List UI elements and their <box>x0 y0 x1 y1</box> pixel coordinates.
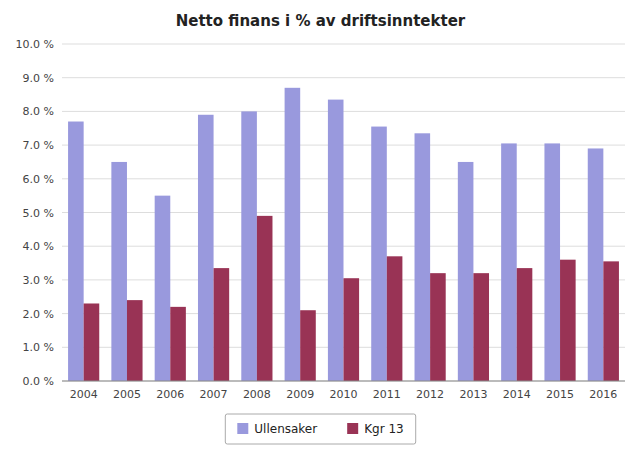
y-tick-label: 9.0 % <box>23 72 54 85</box>
title: Netto finans i % av driftsinntekter <box>176 12 466 30</box>
x-tick-label: 2005 <box>113 388 141 401</box>
bar <box>371 127 387 381</box>
bar <box>517 268 533 381</box>
bar <box>415 133 431 381</box>
x-tick-label: 2006 <box>156 388 184 401</box>
legend-box <box>225 414 415 444</box>
bar <box>458 162 474 381</box>
x-tick-label: 2009 <box>286 388 314 401</box>
x-tick-label: 2010 <box>330 388 358 401</box>
bar <box>328 100 344 381</box>
chart: Netto finans i % av driftsinntekter 0.0 %… <box>0 0 641 465</box>
grid-line <box>62 44 625 45</box>
bar <box>68 122 84 381</box>
bar <box>560 260 576 381</box>
bar <box>473 273 489 381</box>
y-tick-label: 5.0 % <box>23 207 54 220</box>
bars <box>68 88 619 381</box>
bar <box>344 278 360 381</box>
legend-swatch <box>347 423 358 434</box>
grid-line <box>62 381 625 382</box>
bar <box>501 143 517 381</box>
bar <box>241 111 257 381</box>
bar <box>257 216 273 381</box>
y-tick-label: 1.0 % <box>23 341 54 354</box>
x-tick-label: 2004 <box>70 388 98 401</box>
legend-swatch <box>237 423 248 434</box>
bar <box>155 196 171 381</box>
x-tick-label: 2012 <box>416 388 444 401</box>
grid-line <box>62 77 625 78</box>
y-tick-label: 8.0 % <box>23 105 54 118</box>
x-tick-label: 2015 <box>546 388 574 401</box>
y-tick-label: 7.0 % <box>23 139 54 152</box>
x-axis: 2004 2005 2006 2007 2008 2009 2010 2011 2012 2013… <box>62 381 625 401</box>
bar <box>603 261 619 381</box>
legend-label: Kgr 13 <box>364 422 404 436</box>
x-tick-label: 2013 <box>459 388 487 401</box>
bar <box>111 162 127 381</box>
x-axis-line <box>62 381 625 382</box>
x-tick-label: 2011 <box>373 388 401 401</box>
bar <box>588 148 604 381</box>
legend-label: Ullensaker <box>254 422 317 436</box>
bar <box>84 303 100 381</box>
y-tick-label: 2.0 % <box>23 308 54 321</box>
y-tick-label: 10.0 % <box>16 38 54 51</box>
x-tick-label: 2014 <box>503 388 531 401</box>
y-tick-label: 4.0 % <box>23 240 54 253</box>
bar <box>170 307 186 381</box>
bar <box>214 268 230 381</box>
y-tick-label: 3.0 % <box>23 274 54 287</box>
y-tick-label: 0.0 % <box>23 375 54 388</box>
y-tick-label: 6.0 % <box>23 173 54 186</box>
bar <box>387 256 403 381</box>
bar <box>544 143 560 381</box>
legend: Ullensaker Kgr 13 <box>225 414 415 444</box>
bar <box>198 115 214 381</box>
bar <box>430 273 446 381</box>
y-axis: 0.0 % 1.0 % 2.0 % 3.0 % 4.0 % 5.0 % 6.0 % 7.0 %… <box>16 38 625 388</box>
x-tick-label: 2008 <box>243 388 271 401</box>
x-tick-label: 2016 <box>589 388 617 401</box>
bar <box>127 300 143 381</box>
bar <box>285 88 301 381</box>
bar <box>300 310 316 381</box>
x-tick-label: 2007 <box>200 388 228 401</box>
